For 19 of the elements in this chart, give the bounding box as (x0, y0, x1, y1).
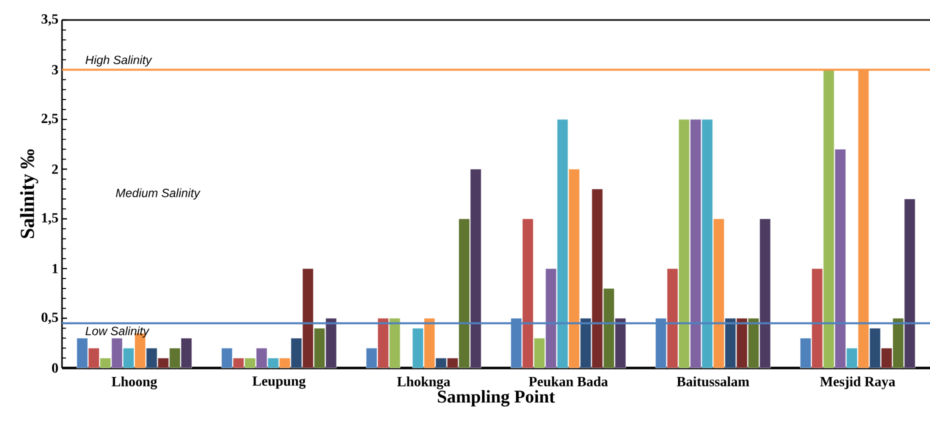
y-tick-label: 0 (52, 363, 58, 373)
y-tick-label: 3 (52, 65, 58, 74)
x-tick-label: Baitussalam (676, 376, 750, 386)
y-tick-label: 1,5 (42, 213, 58, 225)
annotation: Medium Salinity (116, 188, 200, 200)
y-tick-label: 2,5 (42, 114, 58, 126)
x-tick-label: Mesjid Raya (820, 376, 896, 390)
ref-line-label: Low Salinity (86, 326, 150, 338)
x-tick-label: Lhoong (112, 376, 158, 390)
ref-line-label: High Salinity (86, 55, 152, 67)
y-axis-title: Salinity ‰ (20, 149, 38, 238)
x-tick-label: Leupung (252, 376, 306, 389)
y-tick-label: 1 (52, 264, 58, 274)
y-tick-label: 3,5 (42, 14, 58, 26)
x-axis-title: Sampling Point (438, 390, 555, 407)
x-tick-label: Peukan Bada (528, 376, 608, 386)
y-tick-label: 2 (52, 164, 58, 174)
y-tick-label: 0,5 (42, 312, 58, 324)
x-tick-label: Lhoknga (397, 376, 450, 390)
